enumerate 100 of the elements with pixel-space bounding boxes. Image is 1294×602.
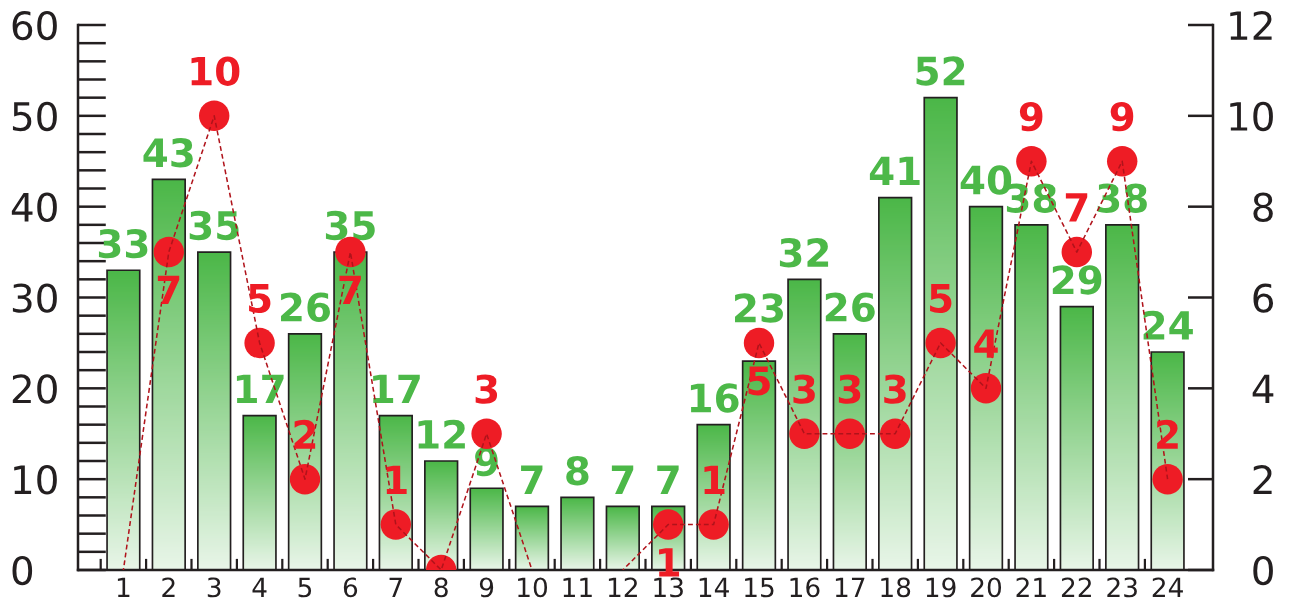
data-label: 5: [930, 284, 952, 313]
bar: [787, 278, 822, 570]
bar: [1014, 223, 1049, 570]
data-label: 7: [157, 275, 180, 305]
bar: [560, 496, 595, 570]
y2-tick-label: 2: [1253, 465, 1272, 494]
data-label: 12: [418, 419, 465, 449]
data-label: 3: [475, 374, 498, 404]
bar: [242, 414, 277, 570]
x-tick-label: 13: [654, 577, 683, 598]
data-label: 3: [793, 374, 815, 404]
y-tick-label: 40: [11, 192, 57, 222]
x-tick-label: 4: [252, 577, 267, 597]
y-tick-label: 0: [12, 555, 33, 586]
point: [925, 327, 956, 359]
x-tick-label: 10: [518, 577, 548, 598]
x-tick-label: 5: [298, 577, 312, 598]
x-tick-label: 21: [1016, 577, 1046, 597]
y2-tick-label: 0: [1253, 555, 1273, 586]
data-label: 16: [690, 383, 739, 413]
data-label: 5: [249, 284, 271, 313]
bar: [832, 332, 867, 570]
point: [879, 418, 911, 449]
data-label: 9: [475, 446, 498, 477]
data-label: 9: [1110, 101, 1134, 132]
x-tick-label: 2: [162, 577, 175, 597]
data-label: 35: [325, 210, 375, 241]
x-tick-label: 20: [971, 577, 1002, 598]
data-label: 26: [825, 292, 875, 322]
point: [198, 100, 230, 132]
bar: [1059, 305, 1094, 570]
bar: [741, 360, 777, 570]
bar: [469, 487, 504, 570]
point: [970, 373, 1002, 404]
bar: [197, 251, 232, 570]
point: [380, 509, 412, 540]
y-tick-label: 30: [12, 283, 57, 313]
x-tick-label: 22: [1061, 577, 1091, 597]
data-label: 1: [704, 465, 725, 495]
data-label: 41: [869, 156, 920, 186]
data-label: 3: [884, 374, 906, 404]
bar: [151, 178, 186, 570]
x-tick-label: 8: [434, 577, 448, 598]
y2-tick-label: 12: [1230, 10, 1272, 40]
bar: [1105, 223, 1140, 570]
bar: [106, 269, 141, 570]
data-label: 7: [339, 275, 361, 305]
point: [289, 463, 321, 495]
x-tick-label: 19: [926, 577, 956, 598]
data-label: 52: [916, 56, 965, 86]
data-label: 26: [281, 292, 330, 322]
data-label: 43: [143, 138, 193, 168]
y2-tick-label: 4: [1252, 374, 1274, 404]
point: [153, 236, 185, 268]
data-label: 35: [189, 210, 239, 241]
point: [1106, 146, 1138, 177]
data-label: 4: [974, 329, 998, 358]
data-label: 3: [838, 374, 861, 404]
point: [789, 418, 820, 449]
x-tick-label: 18: [881, 577, 911, 598]
y2-tick-label: 6: [1253, 283, 1274, 313]
y-tick-label: 20: [12, 374, 57, 404]
x-tick-label: 15: [745, 577, 774, 598]
data-label: 17: [236, 374, 284, 404]
x-tick-label: 7: [389, 577, 402, 597]
data-label: 38: [1097, 183, 1147, 213]
bar: [605, 505, 640, 570]
point: [834, 418, 866, 449]
data-label: 9: [1019, 101, 1043, 132]
data-label: 1: [386, 465, 407, 495]
point: [244, 327, 275, 359]
x-tick-label: 11: [563, 577, 592, 597]
data-label: 24: [1143, 310, 1193, 340]
data-label: 7: [657, 465, 679, 494]
bar: [878, 196, 913, 570]
y-tick-label: 50: [12, 101, 57, 132]
data-label: 17: [373, 374, 420, 404]
point: [1016, 146, 1047, 177]
data-label: 10: [191, 56, 240, 86]
data-label: 7: [1065, 193, 1088, 222]
y2-tick-label: 10: [1230, 101, 1273, 132]
bar: [968, 205, 1004, 570]
data-label: 2: [1157, 419, 1178, 449]
x-tick-label: 3: [207, 577, 221, 598]
x-tick-label: 6: [343, 577, 358, 598]
y-tick-label: 10: [14, 465, 57, 495]
data-label: 29: [1052, 265, 1102, 295]
data-label: 33: [98, 228, 148, 259]
data-label: 23: [735, 293, 783, 323]
x-tick-label: 23: [1107, 577, 1137, 598]
x-tick-label: 1: [117, 577, 130, 597]
y-tick-label: 60: [12, 10, 57, 41]
point: [471, 418, 502, 449]
data-label: 8: [566, 455, 589, 486]
data-label: 7: [521, 465, 543, 494]
x-tick-label: 9: [479, 577, 494, 598]
point: [743, 327, 775, 359]
y2-tick-label: 8: [1253, 192, 1273, 222]
data-label: 7: [611, 465, 634, 494]
bar: [514, 505, 550, 570]
